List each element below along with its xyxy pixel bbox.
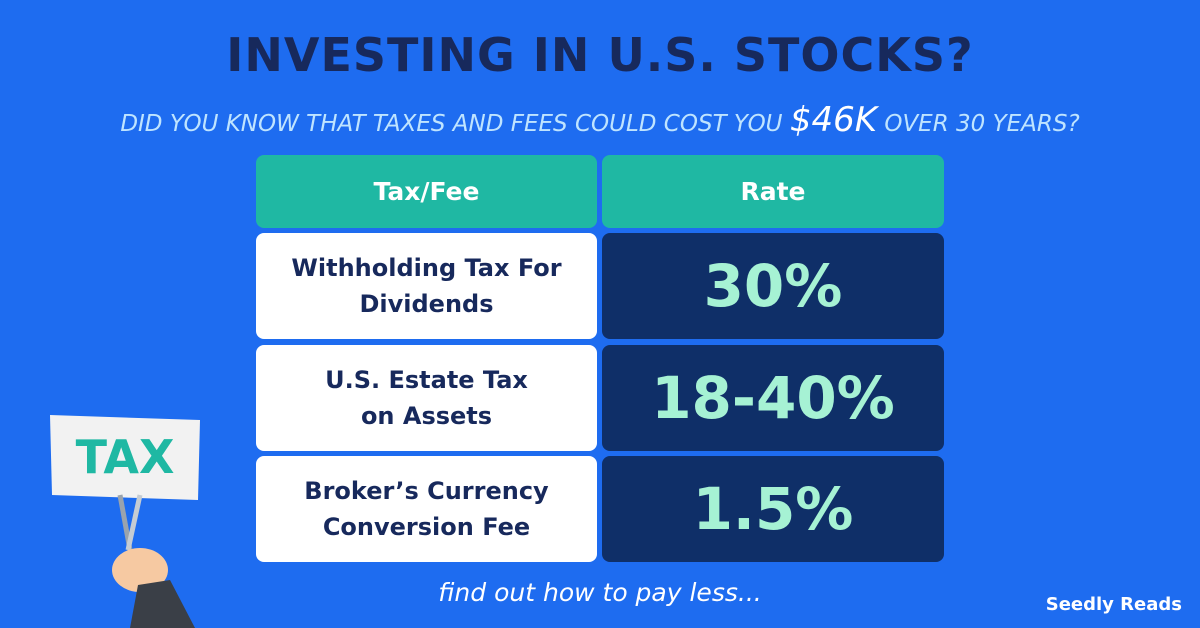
header-cell: Tax/Fee: [256, 155, 597, 228]
label-cell: U.S. Estate Tax on Assets: [256, 345, 597, 451]
label-line: U.S. Estate Tax: [325, 366, 528, 394]
label-line: on Assets: [360, 402, 493, 430]
hand: [112, 548, 168, 592]
subtitle-text: DID YOU KNOW THAT TAXES AND FEES COULD C…: [120, 111, 783, 137]
subtitle-text: OVER 30 YEARS?: [884, 111, 1080, 137]
title: INVESTING IN U.S. STOCKS?: [226, 28, 974, 82]
label-cell: Withholding Tax For Dividends: [256, 233, 597, 339]
header-cell: Rate: [602, 155, 944, 228]
rate-cell: 1.5%: [602, 456, 944, 562]
rate-cell: 18-40%: [602, 345, 944, 451]
paper: [50, 415, 200, 500]
sign-text: TAX: [76, 430, 175, 484]
label-line: Conversion Fee: [322, 513, 531, 541]
subtitle-highlight: $46K: [789, 100, 878, 140]
label-line: Withholding Tax For: [291, 254, 562, 282]
brand: Seedly Reads: [1045, 594, 1182, 615]
sleeve: [130, 580, 195, 628]
call-to-action[interactable]: find out how to pay less...: [438, 578, 762, 607]
rate-cell: 30%: [602, 233, 944, 339]
tax-illustration: TAX: [50, 415, 200, 628]
subtitle: DID YOU KNOW THAT TAXES AND FEES COULD C…: [0, 100, 1200, 140]
label-line: Broker’s Currency: [304, 477, 549, 505]
label-line: Dividends: [359, 290, 494, 318]
label-cell: Broker’s Currency Conversion Fee: [256, 456, 597, 562]
scissors: [125, 494, 143, 551]
